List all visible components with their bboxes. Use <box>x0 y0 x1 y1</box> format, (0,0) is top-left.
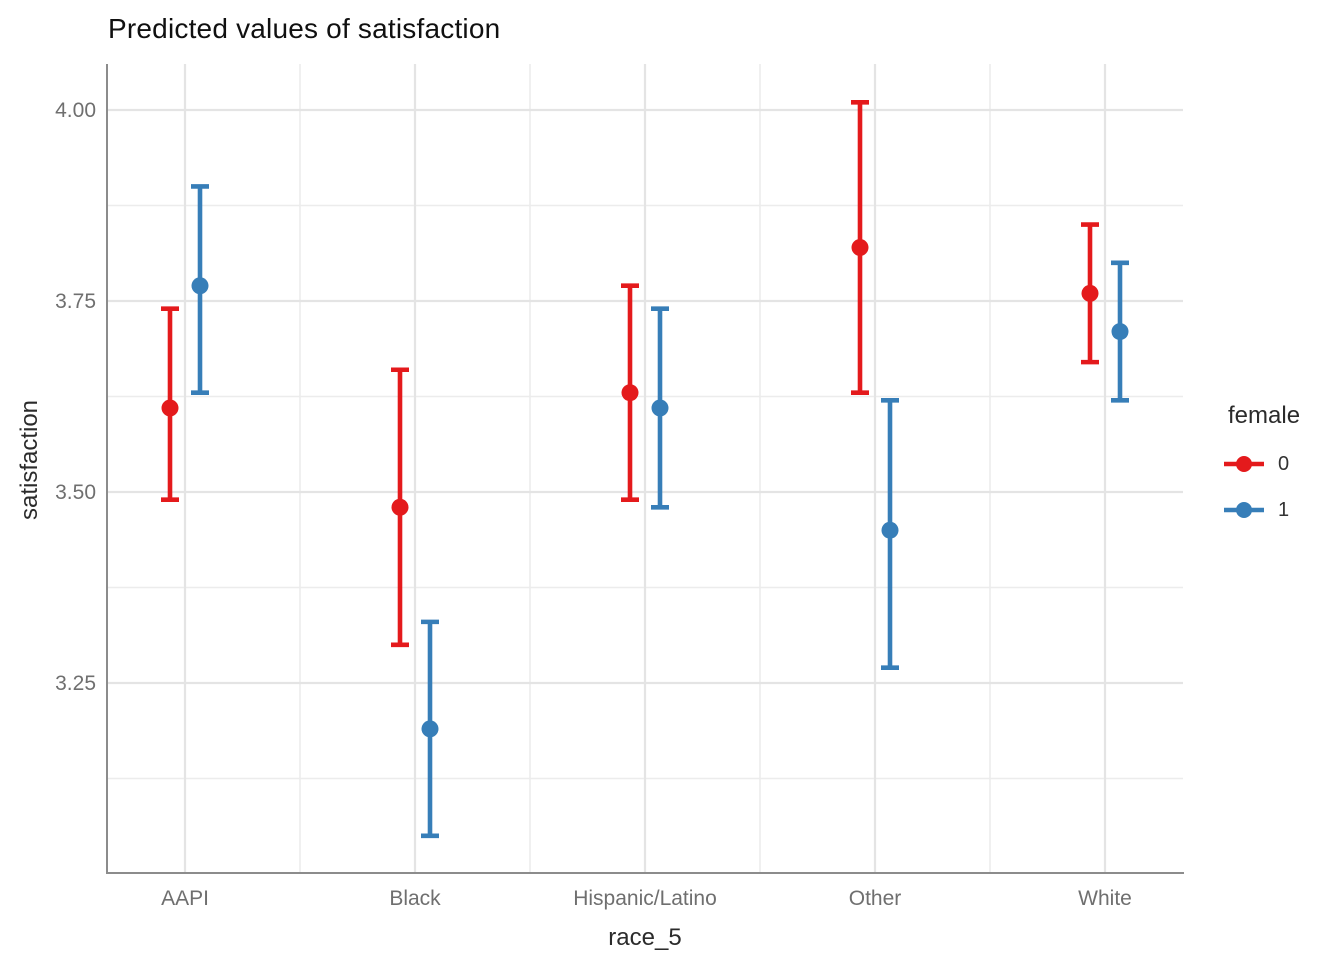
x-tick-label: White <box>1078 887 1132 910</box>
x-tick-label: AAPI <box>161 887 209 910</box>
point-estimate <box>421 720 439 738</box>
x-tick-label: Black <box>389 887 441 910</box>
y-tick-label: 4.00 <box>55 99 96 122</box>
x-axis-title: race_5 <box>608 924 682 951</box>
point-estimate <box>1081 284 1099 302</box>
point-estimate <box>881 521 899 539</box>
y-tick-label: 3.75 <box>55 290 96 313</box>
point-estimate <box>851 239 869 257</box>
point-estimate <box>391 498 409 516</box>
point-estimate <box>161 399 179 417</box>
point-estimate <box>651 399 669 417</box>
legend-entry: 1 <box>1222 494 1300 526</box>
y-axis-title: satisfaction <box>16 399 43 521</box>
y-tick-label: 3.50 <box>55 481 96 504</box>
legend-key-icon <box>1224 502 1264 518</box>
y-tick-label: 3.25 <box>55 672 96 695</box>
point-estimate <box>621 384 639 402</box>
legend-entry-label: 0 <box>1278 452 1290 475</box>
legend-title: female <box>1228 402 1301 429</box>
point-estimate <box>1111 323 1129 341</box>
x-tick-label: Other <box>849 887 902 910</box>
legend-entry-label: 1 <box>1278 498 1290 521</box>
legend-key-icon <box>1224 456 1264 472</box>
point-estimate <box>191 277 209 295</box>
legend-entry: 0 <box>1222 448 1300 480</box>
x-tick-label: Hispanic/Latino <box>573 887 717 910</box>
plot-title: Predicted values of satisfaction <box>108 13 501 44</box>
